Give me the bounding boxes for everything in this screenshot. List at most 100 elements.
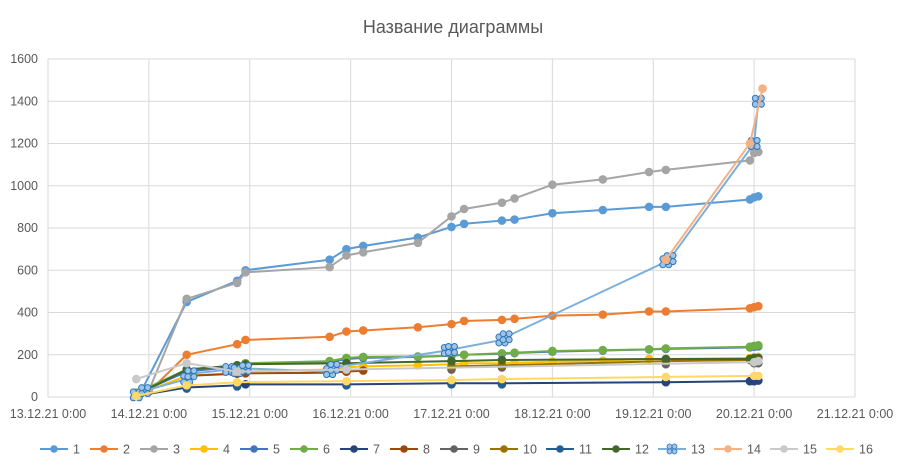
data-point [459, 350, 469, 360]
data-point [754, 192, 763, 201]
legend-label: 14 [747, 443, 761, 457]
legend-marker [200, 445, 208, 453]
y-tick-label: 1000 [10, 179, 38, 193]
legend-item: 2 [90, 443, 130, 457]
data-point [754, 301, 763, 311]
data-point [447, 319, 456, 329]
data-point [548, 208, 557, 218]
legend-label: 15 [803, 443, 817, 457]
data-point [342, 376, 351, 386]
data-point [497, 216, 507, 225]
y-tick-label: 400 [17, 306, 38, 320]
legend-item: 14 [714, 443, 761, 457]
data-point [182, 358, 192, 368]
series-15 [131, 356, 763, 384]
legend-label: 1 [73, 443, 80, 457]
data-point [241, 335, 250, 345]
legend-marker [150, 445, 158, 453]
data-point [413, 238, 423, 248]
y-axis: 0 200 400 600 800 1000 1200 1400 1600 [10, 52, 38, 404]
data-point [754, 340, 763, 350]
legend-marker [556, 445, 564, 453]
y-tick-label: 1600 [10, 52, 38, 66]
legend-label: 3 [173, 443, 180, 457]
data-point [342, 327, 351, 336]
x-tick-label: 21.12.21 0:00 [817, 407, 894, 421]
data-point [510, 215, 519, 224]
x-tick-label: 20.12.21 0:00 [716, 407, 793, 421]
data-point [459, 204, 469, 214]
legend-item: 7 [340, 443, 380, 457]
data-point [232, 339, 242, 349]
data-point [510, 194, 519, 203]
data-point [661, 255, 671, 264]
legend-item: 10 [490, 443, 537, 457]
plot-area [129, 84, 767, 402]
legend-label: 5 [273, 443, 280, 457]
data-point [131, 391, 141, 401]
data-point [459, 316, 469, 326]
data-point [510, 348, 519, 357]
data-point [644, 202, 654, 212]
data-point [131, 374, 141, 384]
legend-label: 7 [373, 443, 380, 457]
data-point [241, 268, 250, 277]
legend-item: 16 [826, 443, 873, 457]
legend-label: 10 [523, 443, 537, 457]
legend-marker [500, 445, 508, 453]
data-point [342, 251, 351, 260]
y-tick-label: 1400 [10, 94, 38, 108]
x-axis: 13.12.21 0:00 14.12.21 0:00 15.12.21 0:00 1… [10, 407, 894, 421]
legend-label: 8 [423, 443, 430, 457]
data-point [358, 366, 368, 375]
legend-label: 12 [635, 443, 649, 457]
y-tick-label: 800 [17, 221, 38, 235]
legend-label: 11 [579, 443, 592, 457]
x-tick-label: 14.12.21 0:00 [111, 407, 188, 421]
legend-marker [612, 445, 620, 453]
x-tick-label: 16.12.21 0:00 [312, 407, 389, 421]
data-point [447, 356, 456, 366]
data-point [644, 167, 654, 177]
data-point [182, 350, 192, 360]
data-point [182, 381, 192, 390]
legend-marker [350, 445, 358, 453]
legend-item: 8 [390, 443, 430, 457]
legend-item: 4 [190, 443, 230, 457]
legend-label: 2 [123, 443, 130, 457]
data-point [644, 345, 654, 354]
series-line [665, 88, 764, 261]
data-point [497, 374, 507, 384]
data-point [499, 330, 513, 344]
legend-item: 9 [440, 443, 480, 457]
data-point [598, 310, 608, 319]
data-point [459, 219, 469, 229]
data-point [447, 375, 456, 385]
data-point [497, 198, 507, 207]
y-tick-label: 1200 [10, 137, 38, 151]
data-point [661, 202, 671, 212]
data-point [661, 372, 671, 382]
data-point [413, 322, 423, 332]
data-point [598, 205, 608, 215]
data-point [447, 212, 456, 221]
data-point [325, 262, 334, 272]
legend-marker [400, 445, 408, 453]
data-point [232, 278, 242, 288]
data-point [342, 365, 351, 374]
y-tick-label: 200 [17, 348, 38, 362]
data-point [661, 165, 671, 175]
y-tick-label: 600 [17, 263, 38, 277]
legend-item: 15 [770, 443, 817, 457]
data-point [232, 367, 242, 376]
data-point [661, 354, 671, 364]
legend-item: 11 [546, 443, 592, 457]
data-point [358, 326, 368, 335]
legend-item: 3 [140, 443, 180, 457]
legend-item: 12 [602, 443, 649, 457]
data-point [445, 342, 458, 356]
data-point [184, 367, 198, 381]
series-14 [661, 84, 767, 264]
legend-label: 13 [691, 443, 705, 457]
